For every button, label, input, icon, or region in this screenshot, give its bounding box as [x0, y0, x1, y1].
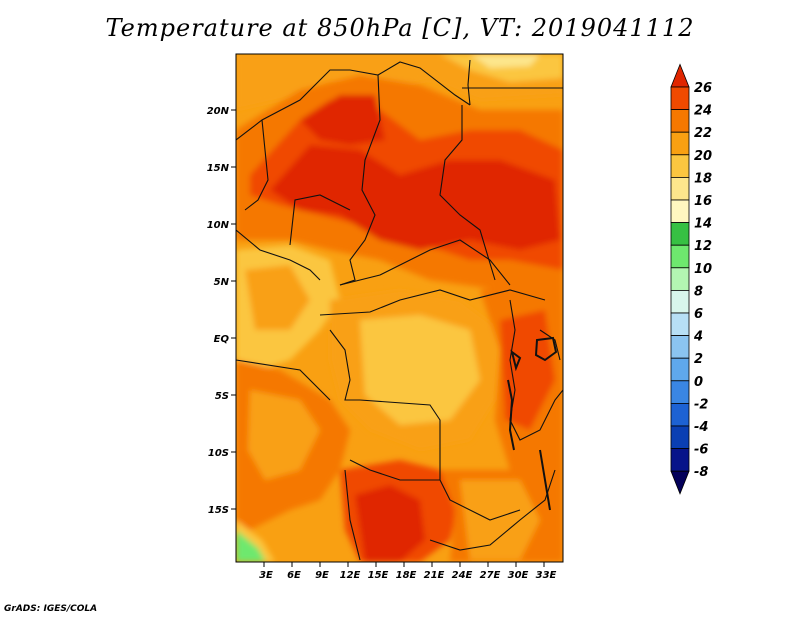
x-tick-label: 18E [396, 570, 417, 581]
colorbar-segment [670, 176, 690, 201]
colorbar-label: 4 [693, 330, 703, 345]
x-tick-label: 3E [259, 570, 273, 581]
tick-marks [231, 109, 545, 567]
colorbar-segment [670, 402, 690, 427]
x-tick-label: 9E [315, 570, 329, 581]
colorbar-segment [670, 267, 690, 291]
x-tick-label: 6E [287, 570, 301, 581]
y-tick-label: 15N [207, 163, 230, 174]
colorbar-segment [670, 131, 690, 156]
colorbar-label: 18 [694, 171, 712, 186]
colorbar-label: -6 [694, 443, 708, 458]
colorbar-label: 26 [694, 81, 712, 96]
colorbar-segment [670, 289, 690, 314]
colorbar-label: 10 [694, 262, 712, 277]
temperature-field [236, 54, 563, 562]
colorbar-label: 2 [694, 352, 703, 367]
country-borders [236, 59, 563, 561]
colorbar-segment [670, 357, 690, 382]
colorbar-label: 16 [694, 194, 712, 209]
map-frame [235, 53, 564, 563]
colorbar-label: 24 [694, 104, 712, 119]
x-tick-label: 24E [452, 570, 473, 581]
colorbar-label: 8 [694, 284, 703, 299]
colorbar-segment [670, 109, 690, 133]
map-title: Temperature at 850hPa [C], VT: 201904111… [105, 14, 695, 42]
colorbar-segment [670, 448, 690, 472]
y-tick-label: EQ [214, 334, 230, 345]
colorbar-segment [670, 335, 690, 359]
x-tick-label: 27E [480, 570, 501, 581]
y-tick-label: 10S [208, 448, 229, 459]
colorbar-label: 20 [694, 149, 712, 164]
colorbar-segment [670, 244, 690, 269]
colorbar-label: -2 [694, 397, 708, 412]
x-tick-label: 12E [340, 570, 361, 581]
x-tick-label: 33E [536, 570, 557, 581]
lakes [507, 336, 558, 511]
credit-label: GrADS: IGES/COLA [4, 604, 98, 614]
colorbar-label: 12 [694, 239, 712, 254]
colorbar-segment [670, 154, 690, 178]
colorbar-segment [670, 199, 690, 224]
colorbar-label: -8 [694, 465, 708, 480]
colorbar-segment [670, 380, 690, 404]
colorbar-label: 22 [694, 126, 712, 141]
y-tick-label: 10N [207, 220, 230, 231]
colorbar-segment [670, 425, 690, 450]
y-tick-label: 5S [215, 391, 229, 402]
y-tick-label: 5N [214, 277, 230, 288]
x-tick-label: 21E [424, 570, 445, 581]
y-tick-label: 20N [207, 106, 230, 117]
colorbar-segment [670, 86, 690, 111]
colorbar-label: 6 [694, 307, 703, 322]
y-tick-label: 15S [208, 505, 229, 516]
colorbar-label: 0 [694, 375, 703, 390]
colorbar-segment [670, 470, 690, 495]
x-tick-label: 30E [508, 570, 529, 581]
colorbar-segment [670, 312, 690, 337]
colorbar-segment [670, 63, 690, 88]
colorbar-label: -4 [694, 420, 708, 435]
colorbar-label: 14 [694, 217, 712, 232]
x-tick-label: 15E [368, 570, 389, 581]
colorbar-segment [670, 222, 690, 246]
